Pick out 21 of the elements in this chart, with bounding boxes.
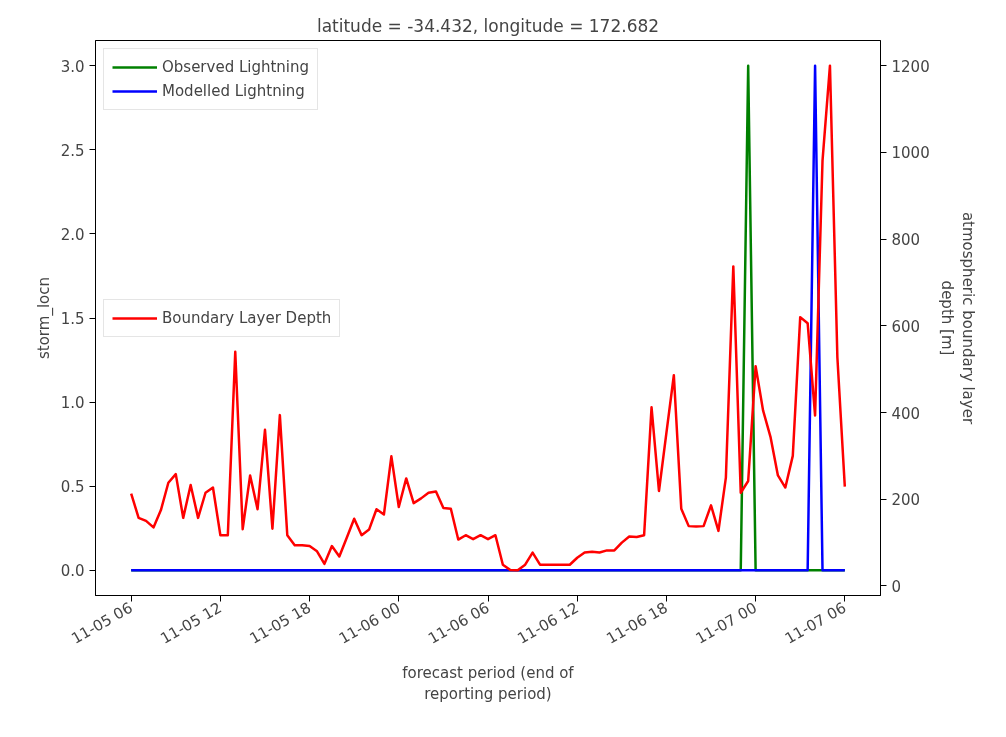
y2-tick-label: 800 <box>891 231 921 250</box>
y2-tick-label: 1000 <box>891 144 930 163</box>
y2-tick-label: 600 <box>891 317 921 336</box>
y-axis-title: storm_locn <box>34 276 54 359</box>
y2-tick-label: 400 <box>891 404 921 423</box>
y2-tick-label: 200 <box>891 491 921 510</box>
legend-label: Boundary Layer Depth <box>162 308 332 327</box>
legend-label: Modelled Lightning <box>162 82 305 100</box>
y-tick-label: 0.5 <box>60 478 85 497</box>
y-tick-label: 1.5 <box>60 310 85 328</box>
y-tick-label: 3.0 <box>60 57 85 76</box>
y-tick-label: 2.0 <box>60 225 85 244</box>
y-tick-label: 2.5 <box>60 141 85 160</box>
y2-axis-title: atmospheric boundary layer depth [m] <box>937 211 978 425</box>
y-tick-label: 1.0 <box>60 394 85 413</box>
x-axis-title: forecast period (end of reporting period) <box>402 663 575 704</box>
y2-tick-label: 0 <box>891 577 902 596</box>
legend-label: Observed Lightning <box>162 58 310 76</box>
chart-title: latitude = -34.432, longitude = 172.682 <box>316 15 660 36</box>
y2-tick-label: 1200 <box>891 57 930 76</box>
y-tick-label: 0.0 <box>60 562 85 581</box>
